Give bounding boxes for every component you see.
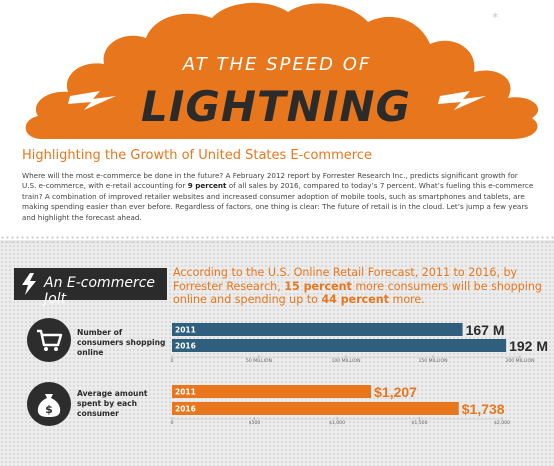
money-circle: $: [27, 382, 71, 426]
cloud-header: AT THE SPEED OF LIGHTNING: [25, 2, 539, 139]
cloud-big-word: LIGHTNING: [141, 82, 411, 131]
money-bag-icon: $: [37, 394, 61, 417]
chart-value-label: $1,207: [374, 384, 417, 400]
chart-tick-label: 0: [171, 358, 174, 364]
lightning-bolt-left-icon: [68, 91, 116, 110]
section-title: An E-commerce Jolt: [44, 275, 156, 307]
metric-label-consumers: Number of consumers shopping online: [77, 328, 166, 357]
svg-text:$: $: [45, 403, 53, 416]
chart-tick-label: $500: [249, 420, 261, 426]
metric-label-spend: Average amount spent by each consumer: [77, 389, 148, 418]
chart-bar: [172, 402, 459, 415]
dotted-divider: [0, 235, 554, 243]
chart-tick-label: $1,500: [411, 420, 427, 426]
chart-bar-year-label: 2011: [175, 326, 196, 335]
page-subtitle: Highlighting the Growth of United States…: [22, 148, 372, 163]
cloud-top-line: AT THE SPEED OF: [182, 54, 371, 75]
chart-bar: [172, 323, 463, 336]
chart-bar: [172, 385, 372, 398]
chart-tick-label: 150 MILLION: [418, 358, 447, 364]
cloud-shape: [25, 2, 539, 139]
chart-tick-label: 50 MILLION: [246, 358, 272, 364]
chart-bar-year-label: 2016: [175, 342, 196, 351]
shopping-cart-icon: [37, 329, 63, 351]
cart-circle: [27, 318, 71, 362]
chart-value-label: 167 M: [466, 322, 505, 338]
chart-tick-label: 100 MILLION: [331, 358, 360, 364]
chart-bar: [172, 339, 507, 352]
chart-value-label: 192 M: [509, 338, 548, 354]
intro-paragraph: Where will the most e-commerce be done i…: [22, 171, 534, 222]
chart-tick-label: 0: [171, 420, 174, 426]
lightning-bolt-right-icon: [438, 91, 486, 110]
chart-value-label: $1,738: [462, 401, 505, 417]
chart-tick-label: 200 MILLION: [505, 358, 534, 364]
chart-bar-year-label: 2016: [175, 405, 196, 414]
chart-bar-year-label: 2011: [175, 388, 196, 397]
lightning-bolt-icon: [22, 273, 36, 295]
sparkle-icon: ✶: [491, 11, 500, 22]
intro-highlight: 9 percent: [187, 181, 227, 191]
section-banner: An E-commerce Jolt: [14, 268, 167, 307]
chart-tick-label: $1,000: [329, 420, 345, 426]
section-callout: According to the U.S. Online Retail Fore…: [173, 266, 542, 307]
chart-tick-label: $2,000: [494, 420, 510, 426]
